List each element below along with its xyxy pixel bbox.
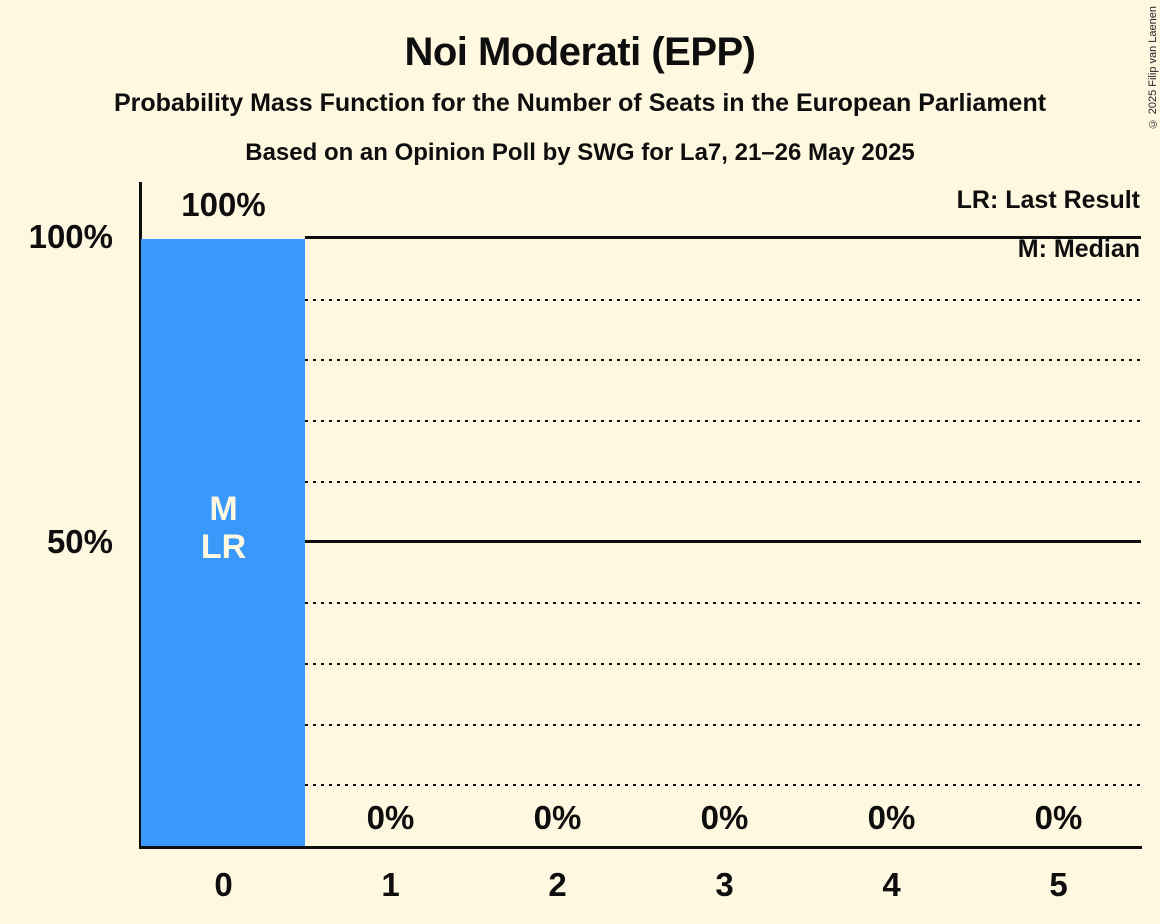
gridline-90pct (305, 299, 1141, 301)
annotation-m: M (209, 490, 238, 528)
gridline-30pct (305, 663, 1141, 665)
gridline-80pct (305, 359, 1141, 361)
x-axis-tick-1: 1 (381, 866, 400, 903)
gridline-70pct (305, 420, 1141, 422)
gridline-20pct (305, 724, 1141, 726)
bar-value-label-2: 0% (533, 799, 582, 836)
gridline-40pct (305, 602, 1141, 604)
bar-value-label-4: 0% (867, 799, 916, 836)
x-axis-tick-5: 5 (1049, 866, 1068, 903)
y-axis-line (139, 182, 142, 849)
chart-title: Noi Moderati (EPP) (404, 30, 756, 74)
x-axis-tick-0: 0 (214, 866, 233, 903)
legend-median: M: Median (1017, 235, 1140, 263)
bar-value-label-1: 0% (366, 799, 415, 836)
bar-value-label-3: 0% (700, 799, 749, 836)
x-axis-line (139, 846, 1142, 849)
bar-seats-0 (141, 239, 305, 846)
x-axis-tick-4: 4 (882, 866, 901, 903)
y-axis-tick-100: 100% (28, 218, 113, 255)
x-axis-tick-2: 2 (548, 866, 567, 903)
gridline-100pct (305, 236, 1141, 239)
legend-last-result: LR: Last Result (956, 186, 1140, 214)
bar-value-label-5: 0% (1034, 799, 1083, 836)
gridline-60pct (305, 481, 1141, 483)
bar-value-label-0: 100% (181, 186, 266, 223)
chart-poll-source: Based on an Opinion Poll by SWG for La7,… (245, 139, 915, 166)
copyright-notice: © 2025 Filip van Laenen (1147, 6, 1159, 130)
chart-subtitle: Probability Mass Function for the Number… (113, 89, 1047, 117)
x-axis-tick-3: 3 (715, 866, 734, 903)
annotation-lr: LR (200, 528, 247, 566)
y-axis-tick-50: 50% (46, 523, 113, 560)
median-lastresult-annotation: M LR (140, 490, 307, 566)
gridline-50pct (305, 540, 1141, 543)
gridline-10pct (305, 784, 1141, 786)
